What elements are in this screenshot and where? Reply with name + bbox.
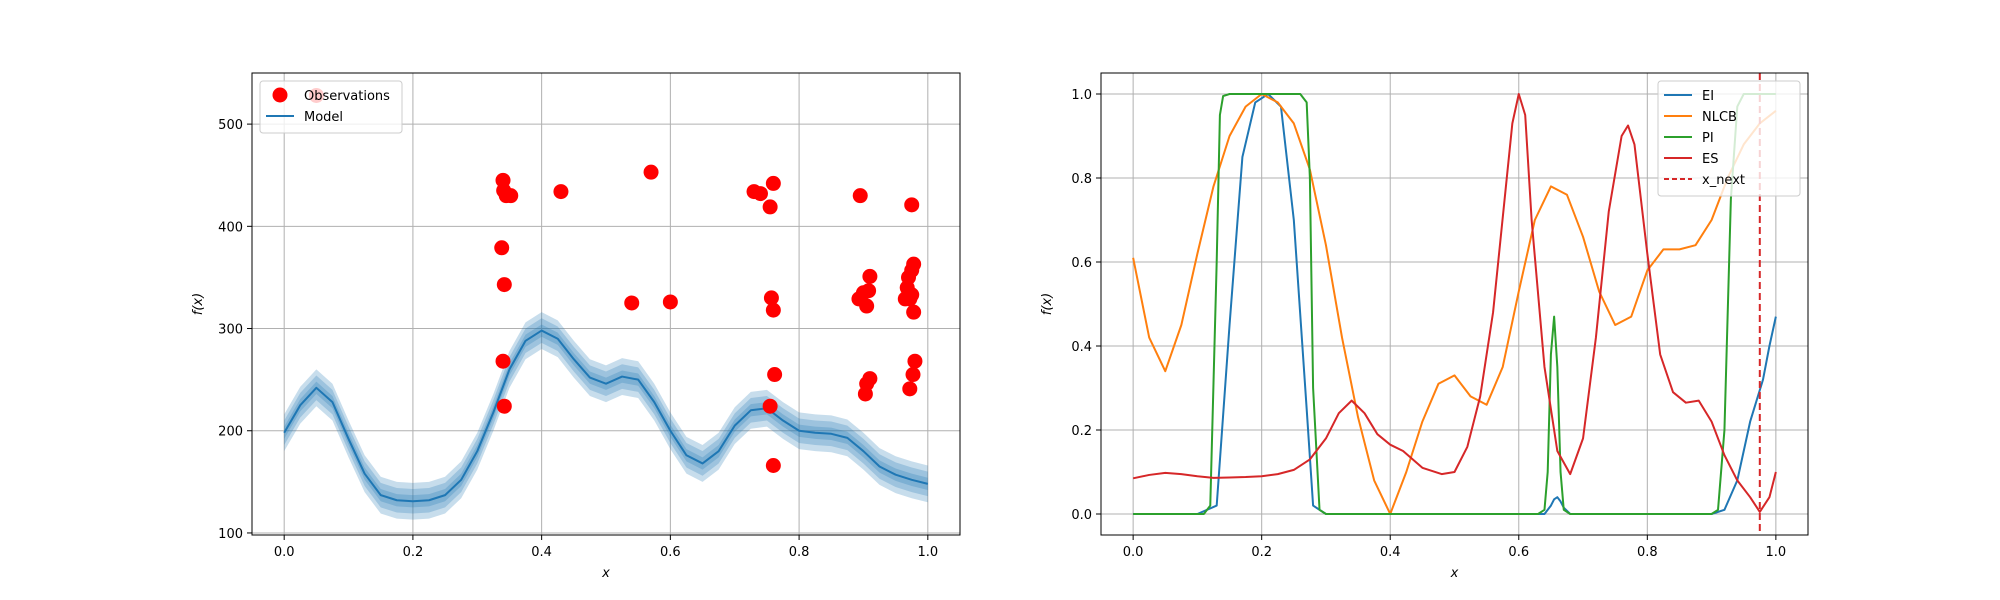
chart-left-band-3sigma: [284, 312, 928, 520]
chart-right-ytick-label-4: 0.8: [1071, 172, 1092, 187]
chart-left-point-31: [904, 197, 920, 213]
chart-right-ylabel: f(x): [1040, 293, 1055, 315]
chart-right-legend-label-pi: PI: [1702, 131, 1714, 146]
chart-left-point-9: [553, 184, 569, 200]
chart-left-ytick-label-2: 300: [218, 323, 243, 338]
chart-right-ytick-label-3: 0.6: [1071, 256, 1092, 271]
chart-left-xtick-label-2: 0.4: [531, 545, 552, 560]
chart-right-xtick-label-1: 0.2: [1251, 545, 1272, 560]
chart-left-point-18: [765, 302, 781, 318]
chart-left-xtick-label-1: 0.2: [403, 545, 424, 560]
chart-right-legend-label-es: ES: [1702, 152, 1718, 167]
chart-right-legend-label-nlcb: NLCB: [1702, 110, 1737, 125]
chart-right-xticks: 0.0 0.2 0.4 0.6 0.8 1.0: [1123, 535, 1786, 560]
chart-left-xtick-label-3: 0.6: [660, 545, 681, 560]
chart-left-legend: Observations Model: [259, 80, 403, 134]
chart-right-xtick-label-3: 0.6: [1508, 545, 1529, 560]
chart-left-point-34: [904, 262, 920, 278]
chart-left-point-12: [662, 294, 678, 310]
chart-right-ytick-label-0: 0.0: [1071, 508, 1092, 523]
chart-right-series-es: [1132, 93, 1777, 513]
chart-left-point-15: [762, 199, 778, 215]
chart-right-series-nlcb: [1132, 93, 1777, 515]
chart-left-point-29: [862, 371, 878, 387]
chart-left-legend-label-model: Model: [304, 110, 343, 125]
chart-right-legend-label-ei: EI: [1702, 89, 1714, 104]
chart-left-ytick-label-0: 100: [218, 527, 243, 542]
chart-right-ytick-label-1: 0.2: [1071, 424, 1092, 439]
chart-left-point-11: [643, 164, 659, 180]
chart-left-point-6: [496, 277, 512, 293]
chart-right-legend-label-x-next: x_next: [1702, 173, 1745, 188]
chart-right-legend: EI NLCB PI ES x_next: [1657, 80, 1801, 197]
chart-right-frame: [1100, 72, 1809, 536]
chart-left-point-30: [857, 386, 873, 402]
chart-left-series-model: [283, 329, 929, 503]
chart-left-point-8: [496, 398, 512, 414]
chart-left-point-20: [762, 398, 778, 414]
chart-left-observations-model: 0.0 0.2 0.4 0.6 0.8 1.0 100 200 300 400 500 x f(x…: [191, 72, 961, 581]
chart-left-point-27: [862, 268, 878, 284]
chart-left-ytick-label-4: 500: [218, 118, 243, 133]
chart-left-point-41: [902, 381, 918, 397]
chart-left-xtick-label-4: 0.8: [789, 545, 810, 560]
chart-left-legend-label-observations: Observations: [304, 89, 390, 104]
chart-right-xtick-label-5: 1.0: [1766, 545, 1787, 560]
chart-right-xlabel: x: [1450, 566, 1459, 581]
chart-right-legend-box: [1657, 80, 1801, 197]
chart-left-point-7: [495, 353, 511, 369]
chart-left-point-10: [624, 295, 640, 311]
chart-left-ytick-label-1: 200: [218, 425, 243, 440]
chart-right-acquisition-functions: 0.0 0.2 0.4 0.6 0.8 1.0 0.00.20.40.60.81.0 x …: [1040, 72, 1809, 581]
chart-left-points: [308, 87, 923, 473]
chart-left-point-40: [905, 367, 921, 383]
chart-right-series-ei: [1133, 93, 1777, 515]
chart-left-frame: [251, 72, 961, 536]
chart-left-point-42: [897, 291, 913, 307]
chart-left-point-4: [503, 188, 519, 204]
chart-left-point-14: [752, 186, 768, 202]
chart-left-point-5: [494, 240, 510, 256]
chart-left-legend-marker-observations: [272, 87, 288, 103]
chart-left-xtick-label-0: 0.0: [274, 545, 295, 560]
chart-right-ytick-label-5: 1.0: [1071, 88, 1092, 103]
chart-left-lines: [283, 329, 929, 503]
chart-left-point-19: [767, 367, 783, 383]
chart-left-xlabel: x: [601, 566, 610, 581]
chart-left-point-22: [852, 188, 868, 204]
chart-left-legend-box: [259, 80, 403, 134]
chart-left-ylabel: f(x): [191, 293, 206, 315]
chart-left-band: [284, 312, 928, 520]
chart-right-series-pi: [1133, 93, 1776, 515]
chart-left-point-25: [859, 298, 875, 314]
chart-right-xtick-label-4: 0.8: [1637, 545, 1658, 560]
chart-left-xtick-label-5: 1.0: [917, 545, 938, 560]
chart-left-point-39: [907, 353, 923, 369]
chart-right-xtick-label-0: 0.0: [1123, 545, 1144, 560]
chart-left-point-26: [861, 283, 877, 299]
chart-left-point-21: [765, 457, 781, 473]
chart-left-point-16: [765, 175, 781, 191]
chart-right-xtick-label-2: 0.4: [1380, 545, 1401, 560]
chart-left-point-17: [763, 290, 779, 306]
chart-left-xticks: 0.0 0.2 0.4 0.6 0.8 1.0: [274, 535, 938, 560]
chart-left-point-38: [906, 304, 922, 320]
chart-left-ytick-label-3: 400: [218, 220, 243, 235]
chart-left-yticks: 100 200 300 400 500: [218, 118, 252, 542]
chart-right-yticks: 0.0 0.2 0.4 0.6 0.8 1.0: [1071, 88, 1101, 523]
chart-right-ytick-label-2: 0.4: [1071, 340, 1092, 355]
